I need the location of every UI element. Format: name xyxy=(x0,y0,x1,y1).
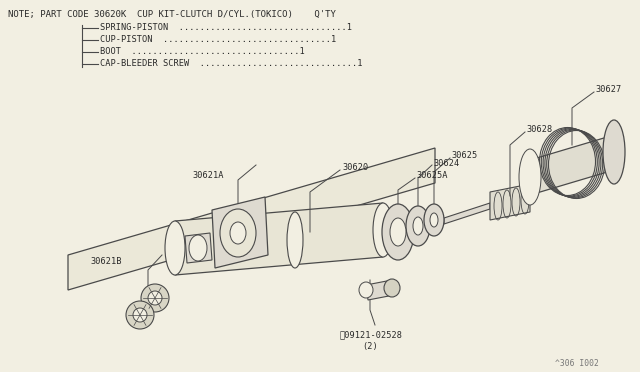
Ellipse shape xyxy=(189,235,207,261)
Text: NOTE; PART CODE 30620K  CUP KIT-CLUTCH D/CYL.(TOKICO)    Q'TY: NOTE; PART CODE 30620K CUP KIT-CLUTCH D/… xyxy=(8,10,336,19)
Polygon shape xyxy=(444,203,490,224)
Polygon shape xyxy=(175,203,383,275)
Polygon shape xyxy=(490,184,530,220)
Ellipse shape xyxy=(287,212,303,268)
Text: 30627: 30627 xyxy=(595,86,621,94)
Ellipse shape xyxy=(406,206,430,246)
Ellipse shape xyxy=(519,149,541,205)
Text: 30620: 30620 xyxy=(342,164,368,173)
Ellipse shape xyxy=(220,209,256,257)
Ellipse shape xyxy=(359,282,373,298)
Text: ^306 I002: ^306 I002 xyxy=(555,359,599,368)
Text: 30625A: 30625A xyxy=(416,171,447,180)
Text: Ⓑ09121-02528: Ⓑ09121-02528 xyxy=(340,330,403,340)
Polygon shape xyxy=(68,148,435,290)
Polygon shape xyxy=(185,233,212,263)
Ellipse shape xyxy=(148,291,162,305)
Text: 30625: 30625 xyxy=(451,151,477,160)
Ellipse shape xyxy=(413,217,423,235)
Text: 30621B: 30621B xyxy=(90,257,122,266)
Polygon shape xyxy=(212,197,268,268)
Polygon shape xyxy=(366,280,394,300)
Ellipse shape xyxy=(424,204,444,236)
Text: CUP-PISTON  ................................1: CUP-PISTON .............................… xyxy=(100,35,336,45)
Text: CAP-BLEEDER SCREW  ..............................1: CAP-BLEEDER SCREW ......................… xyxy=(100,60,362,68)
Ellipse shape xyxy=(603,120,625,184)
Text: (2): (2) xyxy=(362,343,378,352)
Ellipse shape xyxy=(230,222,246,244)
Text: 30624: 30624 xyxy=(433,158,460,167)
Ellipse shape xyxy=(390,218,406,246)
Ellipse shape xyxy=(373,203,393,257)
Ellipse shape xyxy=(126,301,154,329)
Text: BOOT  ................................1: BOOT ................................1 xyxy=(100,48,305,57)
Text: SPRING-PISTON  ................................1: SPRING-PISTON ..........................… xyxy=(100,23,352,32)
Ellipse shape xyxy=(430,213,438,227)
Text: 30621A: 30621A xyxy=(192,170,223,180)
Ellipse shape xyxy=(141,284,169,312)
Ellipse shape xyxy=(165,221,185,275)
Ellipse shape xyxy=(133,308,147,322)
Ellipse shape xyxy=(382,204,414,260)
Polygon shape xyxy=(530,135,614,195)
Ellipse shape xyxy=(384,279,400,297)
Text: 30628: 30628 xyxy=(526,125,552,135)
